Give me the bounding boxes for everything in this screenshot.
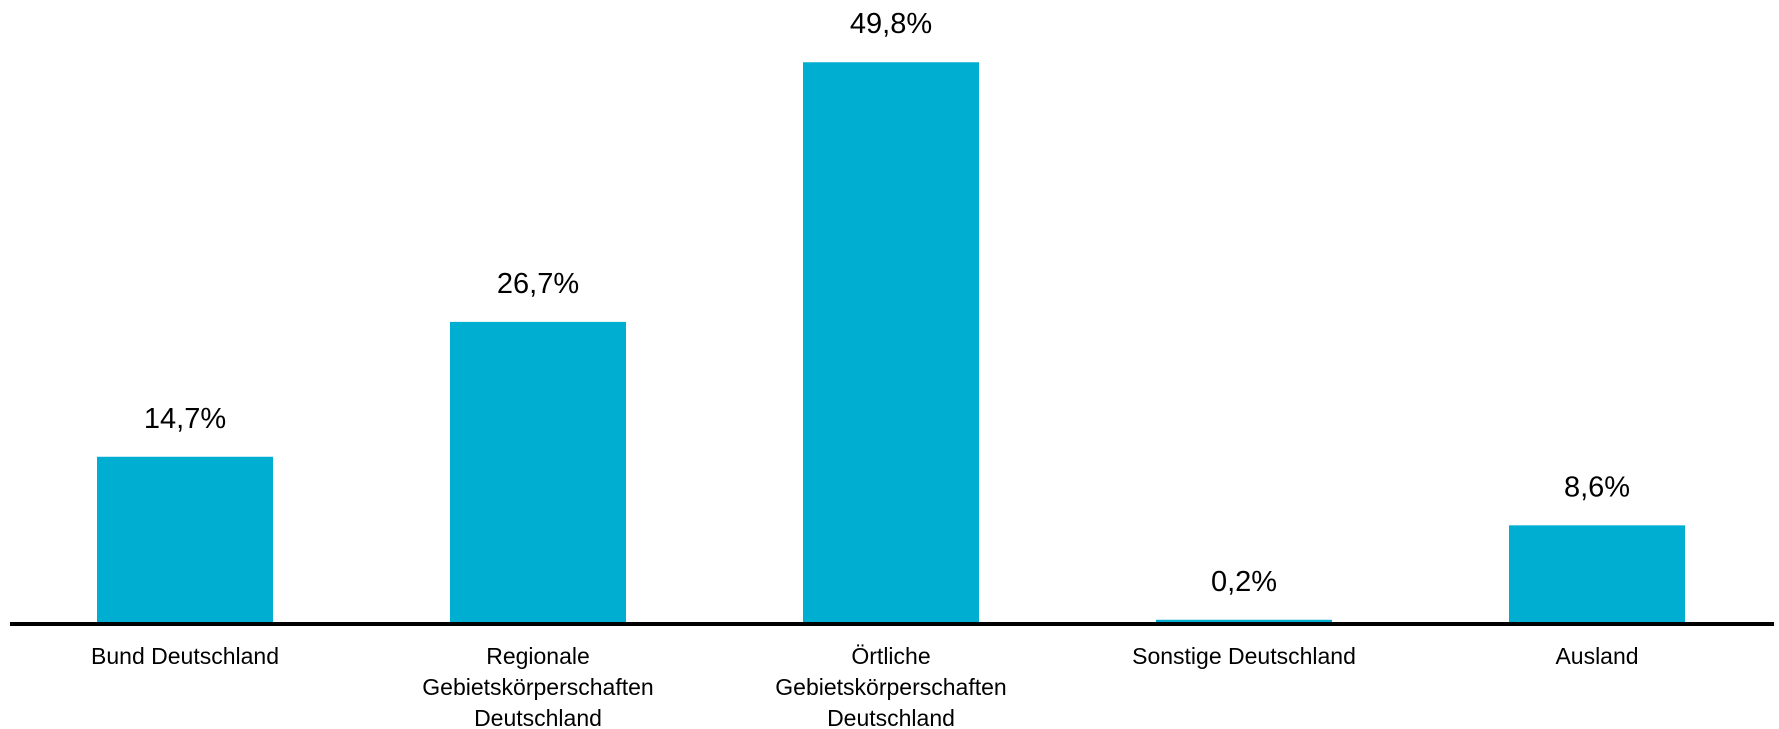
category-labels-layer: Bund Deutschland Regionale Gebietskörpersc… [91,643,1639,729]
bar [97,456,273,622]
bar [1156,619,1332,622]
data-label: 8,6% [1564,471,1630,503]
x-tick-label-line: Örtliche [851,643,930,669]
bars-layer [97,62,1685,623]
x-tick-label-line: Gebietskörperschaften [422,674,653,700]
x-tick-label-line: Ausland [1555,643,1638,669]
x-tick-label-line: Gebietskörperschaften [775,674,1006,700]
bar [450,321,626,622]
x-tick-label-line: Deutschland [827,705,955,729]
data-label: 14,7% [144,403,226,435]
x-tick-label-line: Regionale [486,643,590,669]
x-tick-label-line: Deutschland [474,705,602,729]
x-tick-label: Regionale Gebietskörperschaften Deutschlan… [422,643,653,729]
x-tick-label: Sonstige Deutschland [1132,643,1356,669]
x-tick-label-line: Sonstige Deutschland [1132,643,1356,669]
value-labels-layer: 14,7% 26,7% 49,8% 0,2% 8,6% [144,8,1630,598]
data-label: 26,7% [497,268,579,300]
bar [1509,525,1685,622]
x-tick-label: Örtliche Gebietskörperschaften Deutschland [775,643,1006,729]
x-tick-label: Bund Deutschland [91,643,279,669]
data-label: 49,8% [850,8,932,40]
bar [803,62,979,623]
x-tick-label: Ausland [1555,643,1638,669]
data-label: 0,2% [1211,566,1277,598]
x-tick-label-line: Bund Deutschland [91,643,279,669]
